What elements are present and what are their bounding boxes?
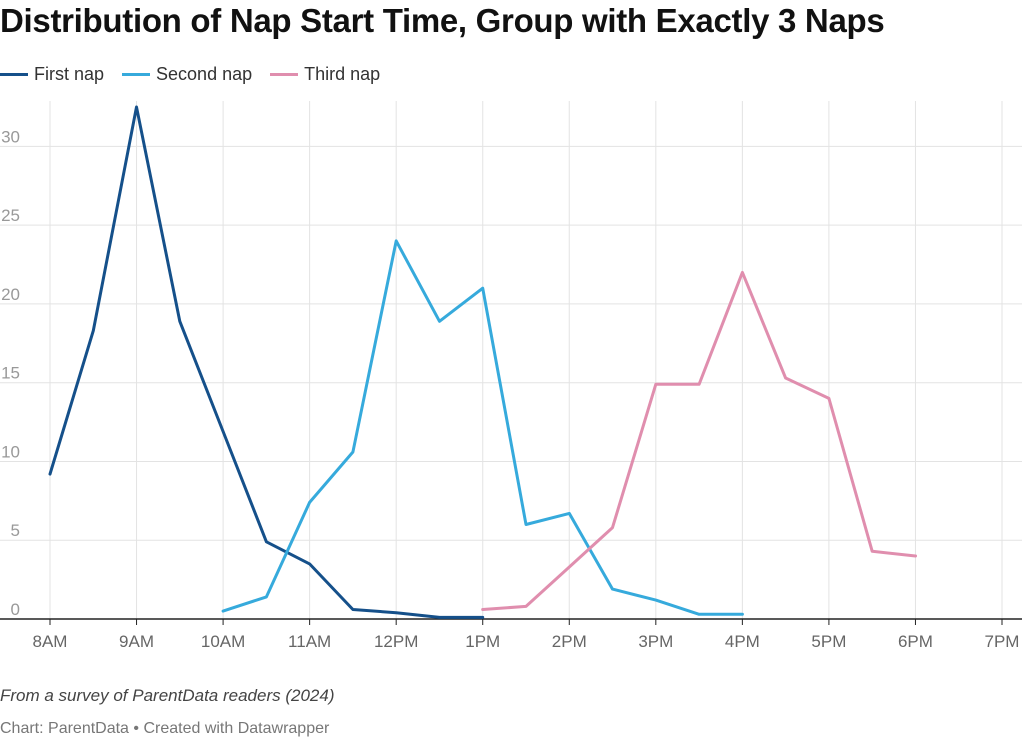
legend-label-third-nap: Third nap <box>304 64 381 84</box>
x-tick-label: 6PM <box>898 632 933 651</box>
x-tick-label: 2PM <box>552 632 587 651</box>
legend-label-first-nap: First nap <box>34 64 105 84</box>
legend-item-third-nap: Third nap <box>270 64 380 85</box>
chart-credit: Chart: ParentData • Created with Datawra… <box>0 720 330 737</box>
legend-swatch-second-nap <box>122 73 151 76</box>
legend-item-first-nap: First nap <box>0 64 104 85</box>
x-tick-label: 1PM <box>465 632 500 651</box>
chart-title: Distribution of Nap Start Time, Group wi… <box>0 2 885 39</box>
y-tick-label: 20 <box>1 285 20 304</box>
x-tick-label: 4PM <box>725 632 760 651</box>
legend-swatch-third-nap <box>270 73 299 76</box>
legend-item-second-nap: Second nap <box>122 64 252 85</box>
grid-lines <box>0 101 1022 619</box>
series-line-third-nap <box>481 270 917 611</box>
legend-label-second-nap: Second nap <box>156 64 253 84</box>
y-tick-label: 10 <box>1 442 20 461</box>
line-chart: 0 5 10 15 20 25 30 8AM 9AM 10AM 11AM 12PM 1PM 2PM 3PM 4… <box>0 101 1022 651</box>
x-tick-label: 7PM <box>985 632 1020 651</box>
legend-swatch-first-nap <box>0 73 28 76</box>
y-tick-label: 15 <box>1 364 20 383</box>
chart-notes: From a survey of ParentData readers (202… <box>0 686 335 705</box>
y-tick-label: 25 <box>1 206 20 225</box>
legend: First nap Second nap Third nap <box>0 64 398 85</box>
y-tick-label: 0 <box>11 600 20 619</box>
x-tick-label: 12PM <box>374 632 418 651</box>
x-tick-label: 9AM <box>119 632 154 651</box>
series-line-second-nap <box>221 239 744 616</box>
x-tick-label: 3PM <box>638 632 673 651</box>
x-tick-label: 5PM <box>811 632 846 651</box>
y-tick-label: 30 <box>1 127 20 146</box>
y-tick-label: 5 <box>11 521 20 540</box>
x-tick-label: 11AM <box>288 632 331 651</box>
series-line-first-nap <box>48 105 485 619</box>
x-tick-label: 8AM <box>33 632 68 651</box>
x-tick-label: 10AM <box>201 632 245 651</box>
